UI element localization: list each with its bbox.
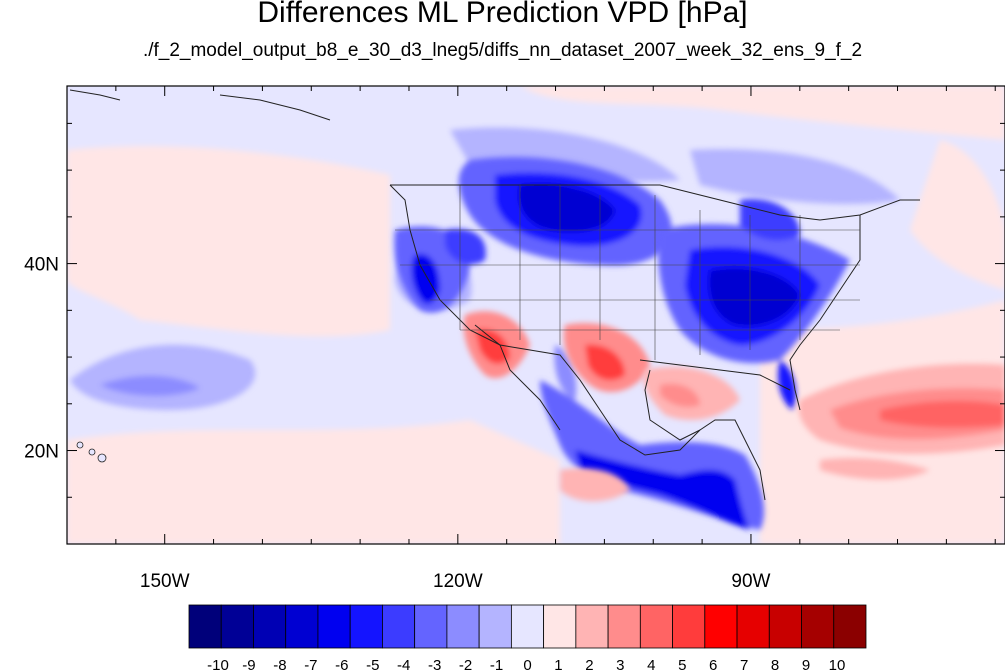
coastlines — [69, 89, 920, 501]
colorbar-label: -9 — [242, 657, 255, 672]
lon-tick-label: 120W — [433, 571, 483, 592]
map-title: Differences ML Prediction VPD [hPa] — [257, 0, 748, 29]
colorbar-label: -3 — [428, 657, 441, 672]
colorbar-label: 6 — [709, 657, 717, 672]
colorbar-swatch — [317, 604, 351, 649]
map-subtitle: ./f_2_model_output_b8_e_30_d3_lneg5/diff… — [142, 40, 863, 61]
colorbar-swatch — [188, 604, 222, 649]
colorbar-swatch — [736, 604, 770, 649]
colorbar-swatch — [801, 604, 835, 649]
colorbar-swatch — [575, 604, 609, 649]
map-field — [67, 86, 1005, 544]
colorbar-swatch — [414, 604, 448, 649]
colorbar-swatch — [446, 604, 480, 649]
anomaly-california — [394, 226, 486, 313]
anomaly-positive-gulf — [643, 366, 740, 420]
colorbar-swatch — [639, 604, 673, 649]
colorbar-label: -4 — [397, 657, 410, 672]
colorbar-label: 2 — [585, 657, 593, 672]
colorbar-label: 10 — [829, 657, 846, 672]
colorbar-swatch — [382, 604, 416, 649]
colorbar-label: -5 — [366, 657, 379, 672]
colorbar-swatch — [220, 604, 254, 649]
colorbar-label: 5 — [678, 657, 686, 672]
colorbar-swatch — [543, 604, 577, 649]
colorbar-swatch — [704, 604, 738, 649]
lon-tick-label: 90W — [731, 571, 770, 592]
hawaii-islands — [76, 441, 107, 463]
colorbar-swatch — [478, 604, 512, 649]
state-borders — [395, 185, 860, 360]
map-axes: 150W 120W 90W 40N 20N — [24, 86, 1005, 592]
lat-tick-label: 40N — [24, 255, 59, 276]
lon-tick-label: 150W — [140, 571, 190, 592]
colorbar-label: 7 — [740, 657, 748, 672]
lat-tick-label: 20N — [24, 442, 59, 463]
colorbar-label: -7 — [304, 657, 317, 672]
colorbar-label: -8 — [273, 657, 286, 672]
colorbar-label: 9 — [802, 657, 810, 672]
colorbar-label: -2 — [459, 657, 472, 672]
anomaly-positive-southwest — [463, 311, 650, 393]
colorbar: -10 -9 -8 -7 -6 -5 -4 -3 -2 -1 0 1 2 3 4 5 6 7 8 9 10 — [188, 604, 867, 672]
colorbar-swatch — [253, 604, 287, 649]
colorbar-swatch — [833, 604, 867, 649]
colorbar-swatch — [285, 604, 319, 649]
plot-frame — [66, 85, 1005, 545]
colorbar-swatch — [510, 604, 545, 649]
anomaly-central-america — [540, 345, 765, 530]
colorbar-label: 4 — [647, 657, 655, 672]
colorbar-swatch — [768, 604, 802, 649]
colorbar-swatch — [672, 604, 706, 649]
colorbar-swatch — [349, 604, 383, 649]
colorbar-label: -6 — [335, 657, 348, 672]
anomaly-northern-plains — [458, 156, 672, 266]
colorbar-label: 0 — [523, 657, 531, 672]
anomaly-eastern-us — [658, 199, 850, 410]
colorbar-label: -10 — [207, 657, 229, 672]
colorbar-label: 8 — [771, 657, 779, 672]
colorbar-label: 3 — [616, 657, 624, 672]
colorbar-label: 1 — [554, 657, 562, 672]
colorbar-swatch — [607, 604, 641, 649]
anomaly-positive-atlantic — [560, 363, 1005, 502]
colorbar-label: -1 — [490, 657, 503, 672]
